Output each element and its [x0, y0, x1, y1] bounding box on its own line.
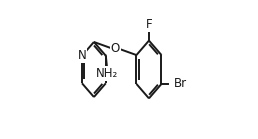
Text: Br: Br: [173, 77, 187, 90]
Text: N: N: [78, 49, 86, 62]
Text: NH₂: NH₂: [96, 67, 118, 80]
Text: F: F: [146, 18, 152, 31]
Text: O: O: [110, 42, 120, 55]
